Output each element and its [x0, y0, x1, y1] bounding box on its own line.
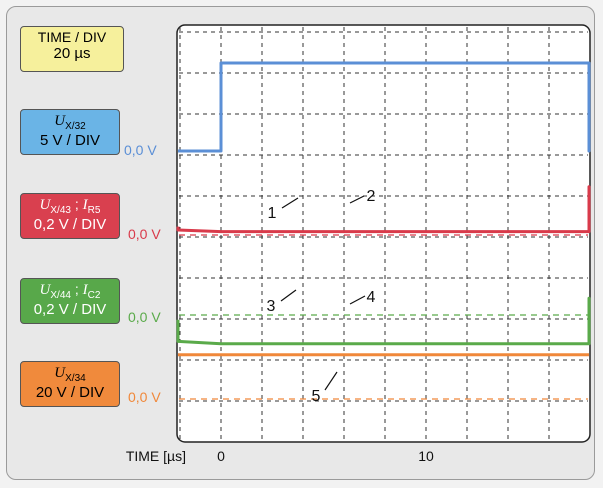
- annotation-4-label: 4: [367, 289, 376, 306]
- channel-1-trace: [178, 61, 591, 153]
- channel-3-label: UX/44 ; IC2 0,2 V / DIV: [20, 278, 120, 324]
- channel-3-subscript: X/44: [50, 289, 71, 301]
- channel-2-zero-label: 0,0 V: [128, 226, 161, 242]
- channel-3-signal2: I: [82, 282, 88, 298]
- channel-1-signal: U: [54, 113, 66, 129]
- channel-1-scale: 5 V / DIV: [39, 132, 101, 150]
- time-div-label: TIME / DIV 20 µs: [20, 26, 124, 72]
- channel-4-subscript: X/34: [65, 372, 86, 384]
- channel-2-subscript2: R5: [87, 204, 101, 216]
- channel-2-subscript: X/43: [50, 204, 71, 216]
- annotation-4-leader: [349, 295, 366, 305]
- channel-2-signal2: I: [82, 197, 88, 213]
- channel-3-zero-label: 0,0 V: [128, 309, 161, 325]
- channel-1-zero-label: 0,0 V: [124, 142, 157, 158]
- annotation-5-leader: [324, 371, 338, 391]
- grid: [179, 27, 588, 440]
- channel-2-scale: 0,2 V / DIV: [33, 216, 107, 234]
- channel-2-trace: [176, 185, 591, 234]
- x-tick-label: 10: [418, 448, 434, 464]
- channel-4-scale: 20 V / DIV: [35, 384, 105, 402]
- annotation-2-label: 2: [367, 188, 376, 205]
- x-ticks: 01020304050607080: [217, 448, 434, 464]
- time-div-value: 20 µs: [53, 45, 91, 63]
- traces: [176, 61, 591, 400]
- channel-3-trace: [176, 296, 591, 346]
- channel-3-scale: 0,2 V / DIV: [33, 301, 107, 319]
- annotation-3-label: 3: [267, 298, 276, 315]
- annotation-3-leader: [280, 289, 297, 302]
- x-tick-label: 0: [217, 448, 225, 464]
- annotation-1-leader: [281, 197, 299, 209]
- channel-1-subscript: X/32: [65, 120, 86, 132]
- annotation-2-leader: [349, 195, 365, 204]
- x-axis-label: TIME [µs]: [126, 448, 186, 464]
- annotation-5-label: 5: [312, 388, 321, 405]
- annotation-1-label: 1: [268, 205, 277, 222]
- channel-2-label: UX/43 ; IR5 0,2 V / DIV: [20, 193, 120, 239]
- channel-2-signal: U: [39, 197, 51, 213]
- plot-screen: [176, 24, 591, 443]
- annotations: 1 2 3 4 5: [267, 188, 376, 405]
- channel-3-signal: U: [39, 282, 51, 298]
- channel-4-zero-label: 0,0 V: [128, 389, 161, 405]
- time-div-title: TIME / DIV: [37, 29, 107, 45]
- channel-3-subscript2: C2: [87, 289, 101, 301]
- channel-1-label: UX/32 5 V / DIV: [20, 109, 120, 155]
- channel-4-signal: U: [54, 365, 66, 381]
- channel-4-label: UX/34 20 V / DIV: [20, 361, 120, 407]
